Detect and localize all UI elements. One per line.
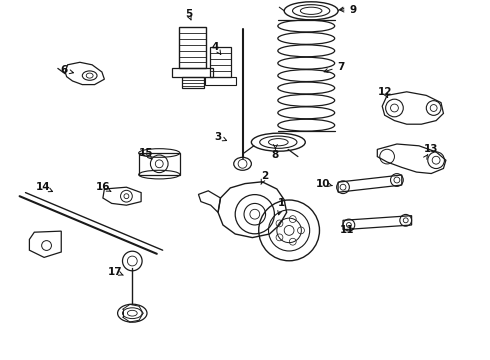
Text: 5: 5 [185,9,192,19]
Text: 7: 7 [337,62,344,72]
Text: 1: 1 [278,198,285,208]
Text: 17: 17 [108,267,122,277]
Text: 4: 4 [212,42,220,52]
Text: 8: 8 [272,150,279,160]
Text: 14: 14 [36,182,50,192]
Text: 15: 15 [139,148,153,158]
Text: 2: 2 [261,171,268,181]
Text: 9: 9 [349,5,356,15]
Text: 10: 10 [316,179,331,189]
Text: 13: 13 [424,144,439,154]
Text: 16: 16 [96,182,110,192]
Text: 6: 6 [60,65,67,75]
Text: 12: 12 [377,87,392,97]
Text: 3: 3 [215,132,221,142]
Text: 11: 11 [340,225,354,235]
